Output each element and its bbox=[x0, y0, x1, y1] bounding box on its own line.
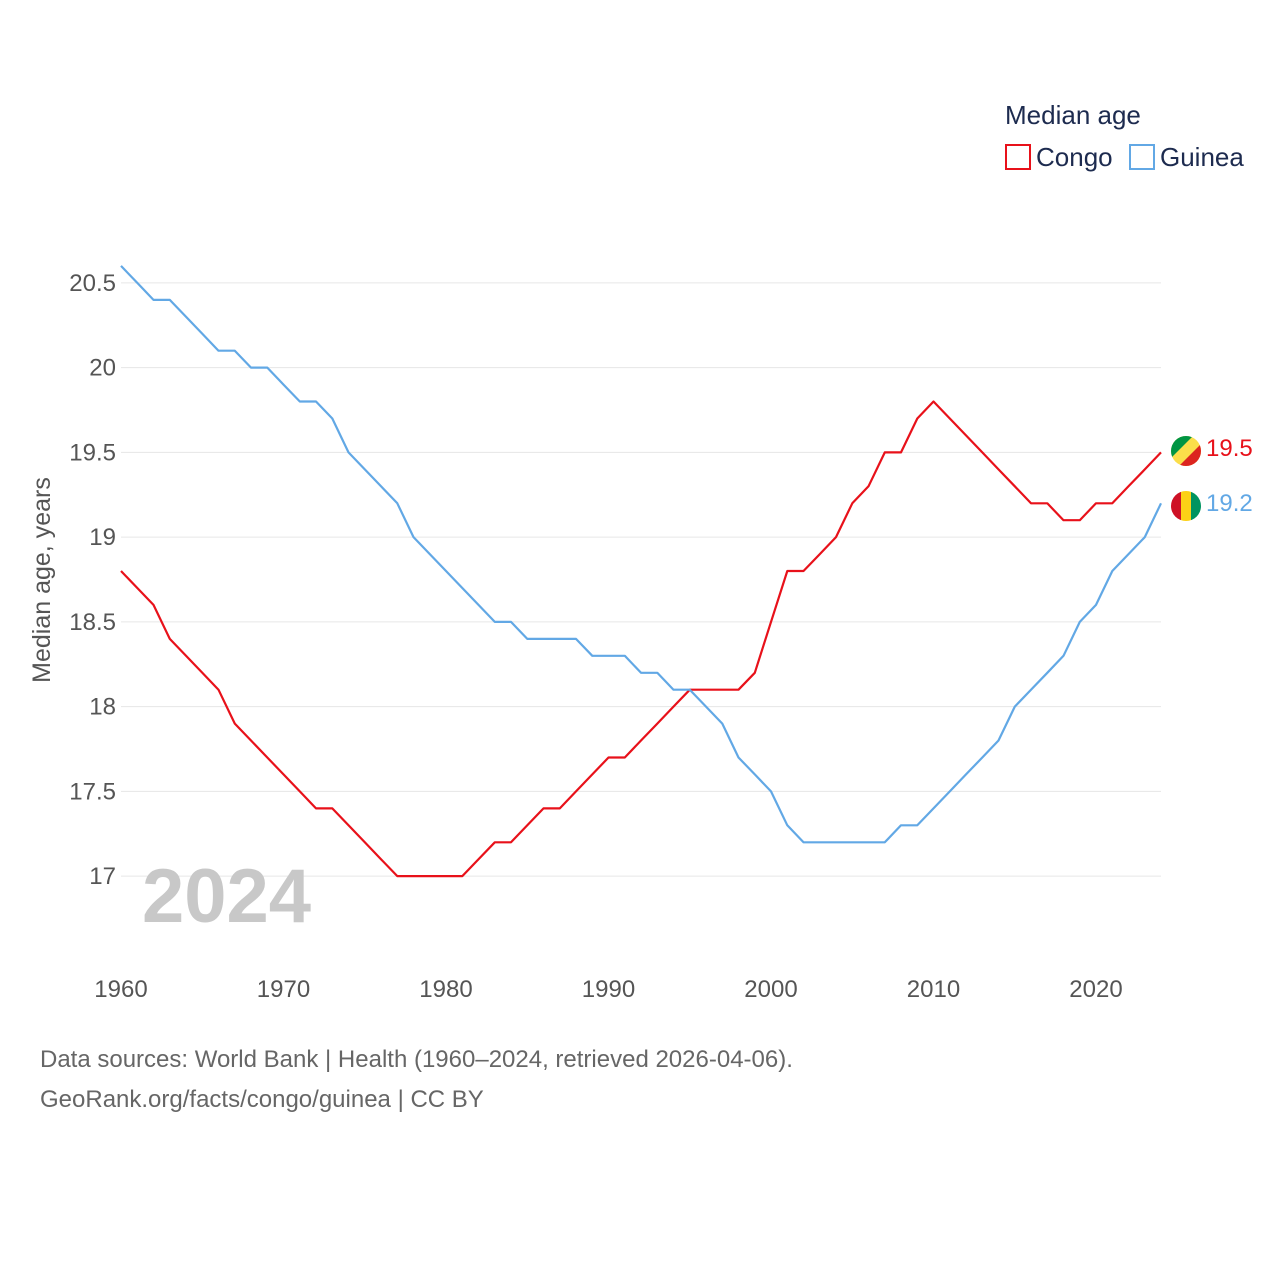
legend-label-congo[interactable]: Congo bbox=[1036, 142, 1113, 172]
y-tick-label: 18.5 bbox=[69, 609, 116, 636]
y-tick-label: 20.5 bbox=[69, 270, 116, 297]
congo-end-label: 19.5 bbox=[1206, 435, 1253, 462]
y-tick-label: 19 bbox=[89, 524, 116, 551]
y-tick-label: 19.5 bbox=[69, 439, 116, 466]
y-axis-title: Median age, years bbox=[28, 477, 56, 683]
legend-label-guinea[interactable]: Guinea bbox=[1160, 142, 1244, 172]
x-tick-label: 2020 bbox=[1069, 976, 1122, 1003]
guinea-end-label: 19.2 bbox=[1206, 490, 1253, 517]
legend-swatch-guinea[interactable] bbox=[1129, 144, 1155, 170]
y-axis-ticks: 17 17.5 18 18.5 19 19.5 20 20.5 bbox=[69, 270, 116, 890]
x-axis-ticks: 1960 1970 1980 1990 2000 2010 2020 bbox=[94, 976, 1122, 1003]
data-source-text: Data sources: World Bank | Health (1960–… bbox=[40, 1046, 793, 1073]
series-line-guinea[interactable] bbox=[120, 265, 1162, 844]
guinea-flag-icon bbox=[1171, 491, 1201, 521]
x-tick-label: 1970 bbox=[257, 976, 310, 1003]
congo-flag-icon bbox=[1171, 436, 1201, 466]
x-tick-label: 2010 bbox=[907, 976, 960, 1003]
y-tick-label: 17 bbox=[89, 863, 116, 890]
legend: Median age Congo Guinea bbox=[1005, 100, 1244, 172]
series-line-congo[interactable] bbox=[120, 400, 1162, 878]
x-tick-label: 1960 bbox=[94, 976, 147, 1003]
y-tick-label: 20 bbox=[89, 355, 116, 382]
legend-swatch-congo[interactable] bbox=[1005, 144, 1031, 170]
x-tick-label: 1990 bbox=[582, 976, 635, 1003]
footer: Data sources: World Bank | Health (1960–… bbox=[40, 1040, 793, 1120]
y-tick-label: 18 bbox=[89, 694, 116, 721]
year-watermark: 2024 bbox=[142, 854, 311, 939]
y-tick-label: 17.5 bbox=[69, 778, 116, 805]
source-link[interactable]: GeoRank.org/facts/congo/guinea | CC BY bbox=[40, 1086, 484, 1113]
x-tick-label: 1980 bbox=[419, 976, 472, 1003]
x-tick-label: 2000 bbox=[744, 976, 797, 1003]
legend-title: Median age bbox=[1005, 100, 1141, 130]
series-lines bbox=[120, 265, 1162, 878]
grid-lines bbox=[121, 282, 1161, 877]
